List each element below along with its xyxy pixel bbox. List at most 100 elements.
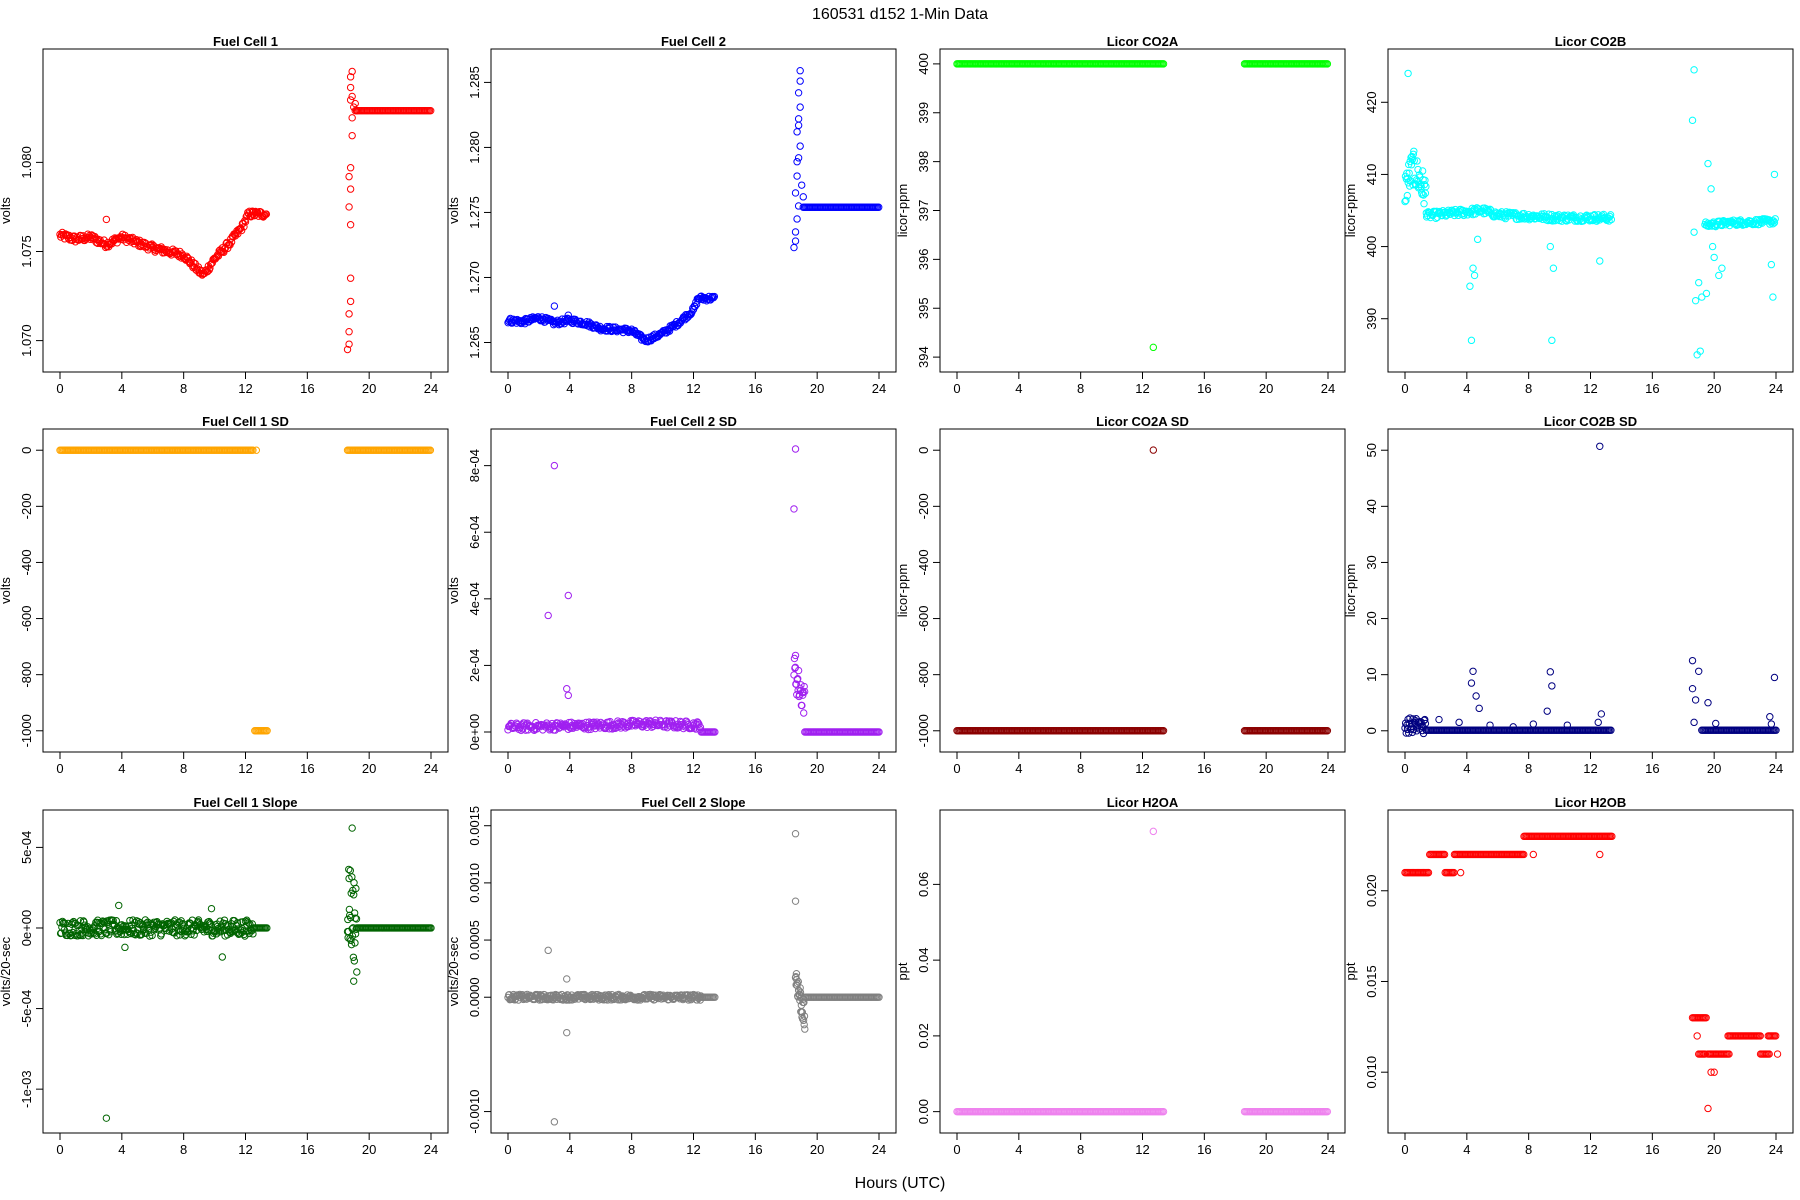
data-point — [711, 993, 719, 1001]
data-point — [709, 293, 718, 302]
data-point — [348, 67, 356, 76]
data-point — [550, 1118, 559, 1126]
data-point — [1690, 66, 1698, 74]
data-point — [1435, 715, 1443, 724]
y-tick-label: 397 — [916, 200, 931, 222]
data-point — [113, 239, 121, 247]
y-tick-label: -0.0010 — [467, 1090, 482, 1134]
panel-4: Fuel Cell 1 SD 0 4 8 12 16 20 24 -1000 -800 -600 -4… — [0, 414, 449, 776]
y-axis-label: volts — [0, 197, 13, 224]
x-tick-label: 8 — [1525, 381, 1532, 396]
data-point — [557, 319, 566, 328]
data-point — [1691, 696, 1700, 704]
data-point — [1691, 296, 1700, 305]
x-tick-label: 24 — [1769, 381, 1783, 396]
data-point — [1772, 726, 1780, 734]
data-point — [1421, 715, 1429, 724]
data-point — [798, 701, 806, 710]
x-axis: 0 4 8 12 16 20 24 — [504, 372, 886, 396]
data-point — [1418, 167, 1427, 175]
y-tick-label: 0e+00 — [467, 714, 482, 751]
y-axis: 0 10 20 30 40 50 — [1364, 443, 1388, 734]
x-tick-label: 8 — [180, 381, 187, 396]
data-point — [791, 445, 800, 453]
data-point — [121, 943, 129, 952]
data-point — [1467, 679, 1476, 687]
data-point — [564, 311, 572, 319]
data-point — [1771, 215, 1779, 223]
x-tick-label: 8 — [628, 381, 635, 396]
x-tick-label: 16 — [1645, 1142, 1659, 1157]
y-tick-label: 400 — [1364, 236, 1379, 258]
series-points — [953, 827, 1332, 1116]
data-point — [1408, 155, 1417, 164]
data-point — [1698, 293, 1706, 301]
data-point — [157, 930, 166, 938]
panel-3: Licor CO2B 0 4 8 12 16 20 24 390 400 410 420 licor-p… — [1343, 34, 1794, 396]
data-point — [1440, 850, 1449, 859]
data-point — [799, 193, 807, 201]
data-point — [1410, 147, 1418, 155]
data-point — [794, 121, 803, 130]
data-point — [1596, 850, 1604, 859]
data-point — [1606, 211, 1615, 219]
data-point — [1708, 242, 1717, 251]
y-axis-label: ppt — [895, 962, 910, 980]
data-point — [345, 905, 354, 914]
y-tick-label: 1.275 — [467, 196, 482, 229]
data-point — [794, 202, 803, 210]
x-tick-label: 4 — [118, 381, 125, 396]
panel-5: Fuel Cell 2 SD 0 4 8 12 16 20 24 0e+00 2e-04 4e-04… — [446, 414, 897, 776]
data-point — [793, 975, 801, 984]
data-point — [79, 931, 87, 940]
data-point — [800, 709, 808, 717]
data-point — [426, 446, 435, 454]
data-point — [1607, 215, 1616, 224]
x-tick-label: 24 — [424, 761, 438, 776]
data-point — [791, 897, 800, 905]
data-point — [799, 691, 807, 699]
y-tick-label: 50 — [1364, 443, 1379, 457]
data-point — [1487, 206, 1495, 214]
data-point — [1688, 684, 1697, 693]
data-point — [102, 215, 111, 224]
data-point — [1529, 720, 1538, 728]
plot-frame — [490, 428, 897, 753]
data-point — [1466, 282, 1474, 290]
data-point — [1414, 165, 1422, 174]
data-point — [800, 682, 808, 691]
x-tick-label: 12 — [1583, 761, 1597, 776]
data-point — [1718, 264, 1726, 272]
x-tick-label: 20 — [1707, 761, 1721, 776]
data-point — [1690, 228, 1698, 236]
x-tick-label: 12 — [1135, 1142, 1149, 1157]
data-point — [351, 939, 359, 947]
data-point — [1710, 1068, 1718, 1076]
data-point — [1149, 827, 1158, 836]
data-point — [1702, 1014, 1710, 1022]
panel-title: Licor H2OA — [1107, 795, 1179, 810]
data-point — [793, 172, 801, 180]
data-point — [350, 977, 358, 985]
data-point — [348, 114, 356, 122]
x-tick-label: 24 — [1321, 1142, 1335, 1157]
data-point — [1707, 185, 1715, 193]
data-point — [351, 99, 359, 108]
data-point — [343, 345, 352, 354]
data-point — [1413, 727, 1421, 735]
x-tick-label: 12 — [686, 761, 700, 776]
x-tick-label: 8 — [1077, 1142, 1084, 1157]
data-point — [1597, 710, 1606, 718]
data-point — [1405, 169, 1413, 177]
x-tick-label: 20 — [362, 1142, 376, 1157]
data-point — [168, 925, 176, 933]
data-point — [1704, 699, 1712, 707]
data-point — [248, 207, 257, 215]
panel-title: Licor CO2A SD — [1096, 414, 1189, 429]
data-point — [1688, 656, 1697, 665]
x-tick-label: 0 — [56, 381, 63, 396]
data-point — [1543, 707, 1551, 715]
x-tick-label: 8 — [1525, 1142, 1532, 1157]
y-tick-label: 0 — [19, 447, 34, 454]
panel-title: Fuel Cell 1 — [213, 34, 278, 49]
